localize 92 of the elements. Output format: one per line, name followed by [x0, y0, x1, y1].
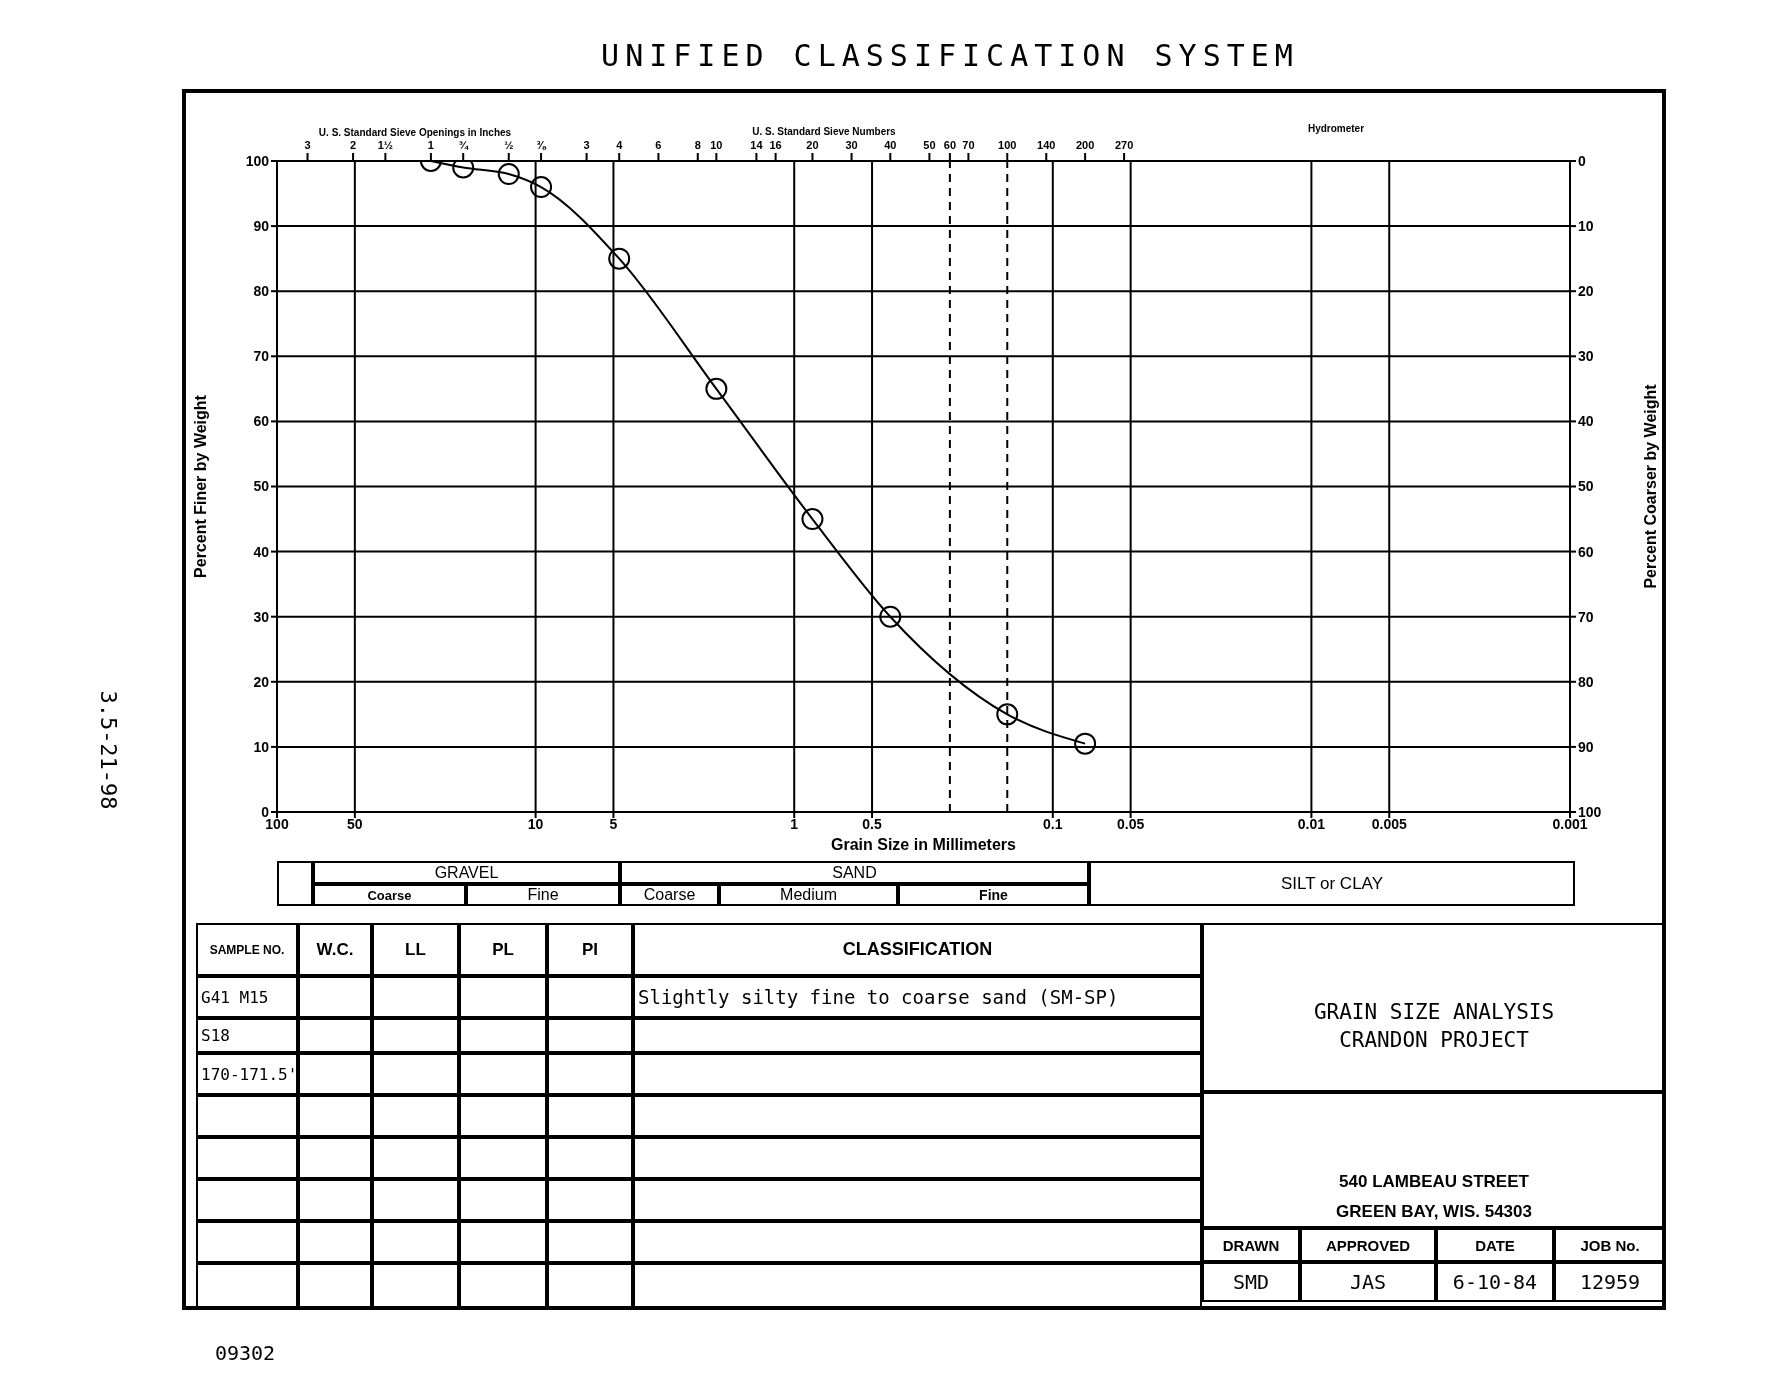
y2-axis-title: Percent Coarser by Weight	[1641, 383, 1659, 589]
y-tick-label: 80	[253, 283, 270, 300]
text: 6	[655, 139, 662, 151]
text: ⅜	[536, 139, 547, 151]
text: 8	[694, 139, 701, 151]
table-cell: PI	[547, 923, 633, 976]
x-tick-label: 0.005	[1371, 815, 1407, 832]
y2-tick-label: 60	[1578, 543, 1594, 560]
y2-tick-label: 0	[1578, 152, 1586, 169]
x-tick-label: 10	[527, 815, 544, 832]
table-cell: SAND	[620, 861, 1089, 884]
y-tick-label: 50	[253, 478, 270, 495]
text: GRAIN SIZE ANALYSIS	[1313, 1000, 1555, 1024]
table-cell: SMD	[1202, 1262, 1300, 1302]
text: 16	[769, 139, 782, 151]
y2-tick-label: 80	[1578, 673, 1594, 690]
table-cell: 6-10-84	[1436, 1262, 1554, 1302]
text: 09302	[214, 1341, 276, 1365]
x-tick-label: 50	[347, 815, 363, 832]
y-tick-label: 40	[253, 543, 270, 560]
y-tick-label: 0	[261, 803, 270, 820]
text: 200	[1075, 139, 1095, 151]
text: 70	[962, 139, 975, 151]
text: ½	[504, 139, 514, 151]
text: 14	[750, 139, 764, 151]
table-cell: Fine	[898, 884, 1089, 906]
table-cell: DATE	[1436, 1228, 1554, 1262]
text: 10	[710, 139, 723, 151]
text: 30	[845, 139, 858, 151]
table-cell: SAMPLE NO.	[196, 923, 298, 976]
text: 40	[884, 139, 897, 151]
table-cell: Medium	[719, 884, 898, 906]
table-cell: W.C.	[298, 923, 372, 976]
y2-tick-label: 90	[1578, 738, 1594, 755]
y2-tick-label: 30	[1578, 348, 1594, 365]
y2-tick-label: 70	[1578, 608, 1594, 625]
text: 270	[1114, 139, 1134, 151]
y-tick-label: 70	[253, 348, 270, 365]
y2-tick-label: 100	[1578, 803, 1602, 820]
table-cell: Coarse	[620, 884, 719, 906]
text: U. S. Standard Sieve Openings in Inches	[318, 126, 512, 138]
table-cell: Fine	[466, 884, 620, 906]
y-tick-label: 30	[253, 608, 270, 625]
text: 1	[427, 139, 434, 151]
y-tick-label: 90	[253, 218, 270, 235]
x-axis-title: Grain Size in Millimeters	[831, 836, 1017, 853]
text: 3.5-21-98	[95, 690, 121, 810]
y-axis-title: Percent Finer by Weight	[191, 394, 209, 578]
x-tick-label: 0.1	[1043, 815, 1063, 832]
text: Hydrometer	[1307, 122, 1365, 134]
table-cell: Coarse	[313, 884, 466, 906]
table-cell: Slightly silty fine to coarse sand (SM-SP)	[633, 976, 1202, 1018]
y-tick-label: 10	[253, 738, 270, 755]
table-cell: PL	[459, 923, 547, 976]
x-tick-label: 0.01	[1297, 815, 1326, 832]
text: CRANDON PROJECT	[1339, 1028, 1529, 1052]
table-cell: JAS	[1300, 1262, 1436, 1302]
x-tick-label: 1	[790, 815, 799, 832]
table-cell: APPROVED	[1300, 1228, 1436, 1262]
text: 3	[583, 139, 590, 151]
y-tick-label: 100	[245, 152, 270, 169]
x-tick-label: 5	[609, 815, 618, 832]
text: GREEN BAY, WIS. 54303	[1336, 1202, 1532, 1222]
text: 540 LAMBEAU STREET	[1339, 1172, 1529, 1192]
text: 1½	[377, 139, 394, 151]
table-cell: 170-171.5'	[196, 1053, 298, 1095]
y2-tick-label: 40	[1578, 413, 1594, 430]
text: U. S. Standard Sieve Numbers	[752, 125, 896, 137]
x-tick-label: 0.5	[862, 815, 882, 832]
y-tick-label: 60	[253, 413, 270, 430]
table-cell: S18	[196, 1018, 298, 1053]
y2-tick-label: 10	[1578, 218, 1594, 235]
text: 140	[1037, 139, 1056, 151]
y2-tick-label: 20	[1578, 283, 1594, 300]
y2-tick-label: 50	[1578, 478, 1594, 495]
chart-title: UNIFIED CLASSIFICATION SYSTEM	[601, 37, 1299, 73]
text: ¾	[458, 139, 469, 151]
table-cell: CLASSIFICATION	[633, 923, 1202, 976]
table-cell: LL	[372, 923, 459, 976]
text: 100	[998, 139, 1017, 151]
table-cell: SILT or CLAY	[1089, 861, 1575, 906]
text: 3	[304, 139, 311, 151]
x-tick-label: 0.05	[1117, 815, 1145, 832]
text: 20	[806, 139, 819, 151]
text: 50	[923, 139, 936, 151]
table-cell: DRAWN	[1202, 1228, 1300, 1262]
table-cell: GRAVEL	[313, 861, 620, 884]
table-cell: G41 M15	[196, 976, 298, 1018]
text: 60	[943, 139, 957, 151]
text: 4	[616, 139, 624, 151]
text: 2	[350, 139, 357, 151]
y-tick-label: 20	[253, 673, 270, 690]
